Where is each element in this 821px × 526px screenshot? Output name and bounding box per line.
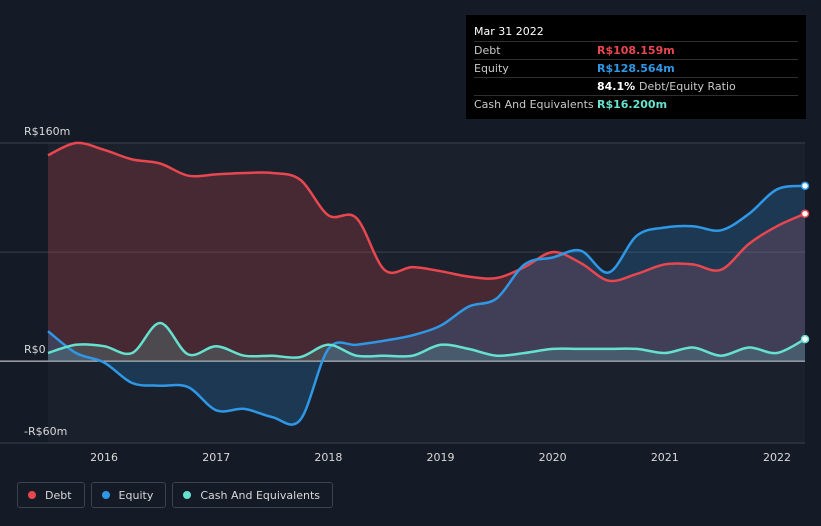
legend-item-equity[interactable]: Equity [90, 482, 167, 508]
plot-background [48, 143, 805, 443]
legend-label: Equity [118, 488, 154, 502]
tooltip-row-equity: Equity R$128.564m [474, 59, 798, 77]
tooltip-value-cash: R$16.200m [597, 98, 668, 111]
cash-and-equivalents-line [47, 321, 806, 359]
tooltip-row-ratio: 84.1% Debt/Equity Ratio [474, 77, 798, 95]
equity-area [48, 185, 805, 425]
legend-label: Cash And Equivalents [200, 488, 320, 502]
x-tick-label: 2022 [763, 451, 791, 464]
x-tick-label: 2016 [90, 451, 118, 464]
x-tick-label: 2019 [427, 451, 455, 464]
tooltip-row-debt: Debt R$108.159m [474, 41, 798, 59]
debt-line [47, 141, 806, 283]
legend-label: Debt [45, 488, 72, 502]
tooltip-label: Equity [474, 62, 509, 75]
series-areas [48, 142, 805, 425]
tooltip-label [474, 78, 597, 95]
equity-line [47, 184, 806, 426]
x-tick-label: 2020 [539, 451, 567, 464]
cash-and-equivalents-area [48, 322, 805, 362]
axis-ticks: R$160m R$0 -R$60m 2016 2017 2018 2019 2020 2021 2… [24, 125, 791, 464]
x-tick-label: 2021 [651, 451, 679, 464]
series-end-markers [800, 181, 810, 344]
tooltip-row-cash: Cash And Equivalents R$16.200m [474, 95, 798, 113]
debt-dot-icon [28, 491, 36, 499]
tooltip-panel: Mar 31 2022 Debt R$108.159m Equity R$128… [466, 15, 806, 119]
tooltip-value-ratio: 84.1% Debt/Equity Ratio [597, 78, 736, 95]
y-tick-label: R$0 [24, 343, 46, 356]
cash-dot-icon [183, 491, 192, 499]
tooltip-label: Cash And Equivalents [474, 98, 594, 111]
debt-end-marker [800, 209, 810, 218]
cash-and-equivalents-end-marker [800, 334, 810, 344]
legend: Debt Equity Cash And Equivalents [17, 482, 333, 508]
y-tick-label: -R$60m [24, 425, 67, 438]
series-lines [47, 141, 806, 426]
tooltip-value-debt: R$108.159m [597, 44, 675, 57]
legend-item-cash[interactable]: Cash And Equivalents [172, 482, 333, 508]
equity-dot-icon [101, 491, 110, 499]
x-tick-label: 2018 [314, 451, 342, 464]
x-tick-label: 2017 [202, 451, 230, 464]
tooltip-label: Debt [474, 44, 501, 57]
tooltip-value-equity: R$128.564m [597, 62, 675, 75]
ratio-value: 84.1% [597, 80, 636, 93]
gridlines [0, 142, 805, 444]
ratio-note: Debt/Equity Ratio [639, 80, 736, 93]
y-tick-label: R$160m [24, 125, 70, 138]
tooltip-date: Mar 31 2022 [474, 25, 544, 38]
legend-item-debt[interactable]: Debt [17, 482, 85, 508]
debt-area [48, 142, 805, 362]
equity-end-marker [800, 181, 810, 191]
